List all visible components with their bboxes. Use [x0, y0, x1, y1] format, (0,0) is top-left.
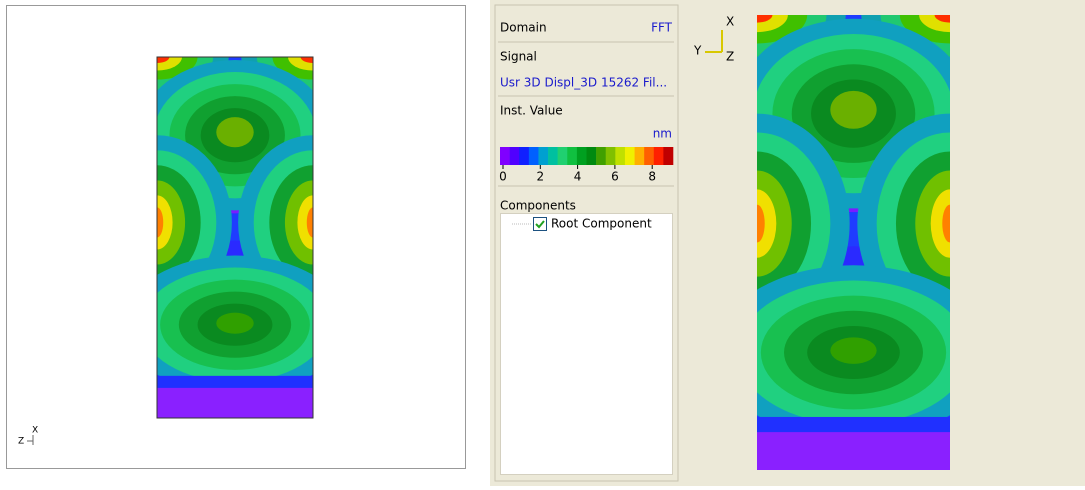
colorbar-cell	[635, 147, 645, 165]
colorbar-cell	[625, 147, 635, 165]
colorbar-cell	[644, 147, 654, 165]
component-name[interactable]: Root Component	[551, 217, 652, 231]
colorbar-cell	[558, 147, 568, 165]
axis-label: Z	[18, 437, 24, 447]
axis-label: Z	[726, 50, 734, 64]
checkbox[interactable]	[534, 218, 547, 231]
colorbar-cell	[577, 147, 587, 165]
label: Domain	[500, 21, 547, 35]
colorbar-tick-label: 8	[648, 170, 656, 184]
colorbar-cell	[606, 147, 616, 165]
label: Signal	[500, 50, 537, 64]
label: Components	[500, 199, 576, 213]
component-list	[501, 214, 673, 475]
screen: X Z Domain FFT Signal Usr 3D Displ_3D 15…	[0, 0, 1085, 486]
colorbar-cell	[663, 147, 673, 165]
colorbar-tick-label: 4	[574, 170, 582, 184]
colorbar-cell	[500, 147, 510, 165]
label: Inst. Value	[500, 104, 563, 118]
unit: nm	[653, 127, 672, 141]
colorbar-cell	[519, 147, 529, 165]
colorbar-cell	[548, 147, 558, 165]
colorbar-cell	[596, 147, 606, 165]
colorbar-cell	[510, 147, 520, 165]
colorbar-cell	[567, 147, 577, 165]
colorbar-cell	[587, 147, 597, 165]
axis-label: X	[726, 15, 734, 29]
colorbar-tick-label: 6	[611, 170, 619, 184]
axis-label: X	[32, 426, 38, 436]
colorbar-cell	[654, 147, 664, 165]
axis-label: Y	[693, 44, 702, 58]
colorbar-cell	[615, 147, 625, 165]
value[interactable]: Usr 3D Displ_3D 15262 Fil...	[500, 76, 667, 90]
colorbar-cell	[538, 147, 548, 165]
colorbar-cell	[529, 147, 539, 165]
colorbar-tick-label: 2	[536, 170, 544, 184]
value[interactable]: FFT	[651, 21, 673, 35]
colorbar-tick-label: 0	[499, 170, 507, 184]
